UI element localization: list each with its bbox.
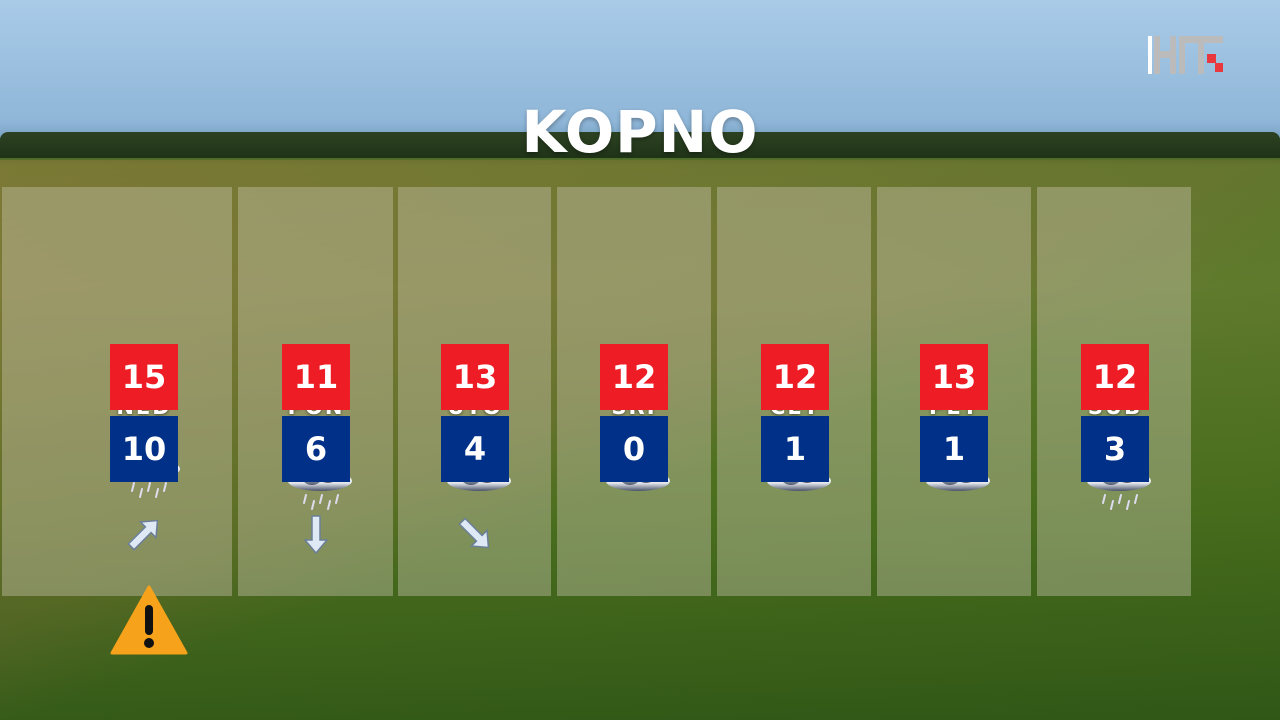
- high-temperature: 12: [600, 344, 668, 410]
- high-temperature: 15: [110, 344, 178, 410]
- low-temperature: 1: [920, 416, 988, 482]
- day-column-6: SUB123: [1037, 187, 1191, 596]
- low-temperature: 1: [761, 416, 829, 482]
- day-column-4: ČET121: [717, 187, 871, 596]
- page-title: KOPNO: [521, 98, 759, 166]
- high-temperature: 12: [761, 344, 829, 410]
- wind-arrow-southeast-icon: [458, 517, 490, 549]
- low-temperature: 0: [600, 416, 668, 482]
- hrt-logo: [1148, 36, 1223, 74]
- low-temperature: 3: [1081, 416, 1149, 482]
- treeline: [0, 132, 1280, 158]
- high-temperature: 12: [1081, 344, 1149, 410]
- day-column-0: NED1510: [2, 187, 232, 596]
- low-temperature: 10: [110, 416, 178, 482]
- wind-arrow-northeast-icon: [127, 519, 159, 551]
- high-temperature: 11: [282, 344, 350, 410]
- day-column-2: UTO134: [398, 187, 551, 596]
- low-temperature: 6: [282, 416, 350, 482]
- wind-arrow-south-icon: [303, 515, 329, 555]
- warning-icon: [110, 585, 188, 655]
- low-temperature: 4: [441, 416, 509, 482]
- high-temperature: 13: [920, 344, 988, 410]
- day-column-5: PET131: [877, 187, 1031, 596]
- day-column-1: PON116: [238, 187, 393, 596]
- high-temperature: 13: [441, 344, 509, 410]
- day-column-3: SRI120: [557, 187, 711, 596]
